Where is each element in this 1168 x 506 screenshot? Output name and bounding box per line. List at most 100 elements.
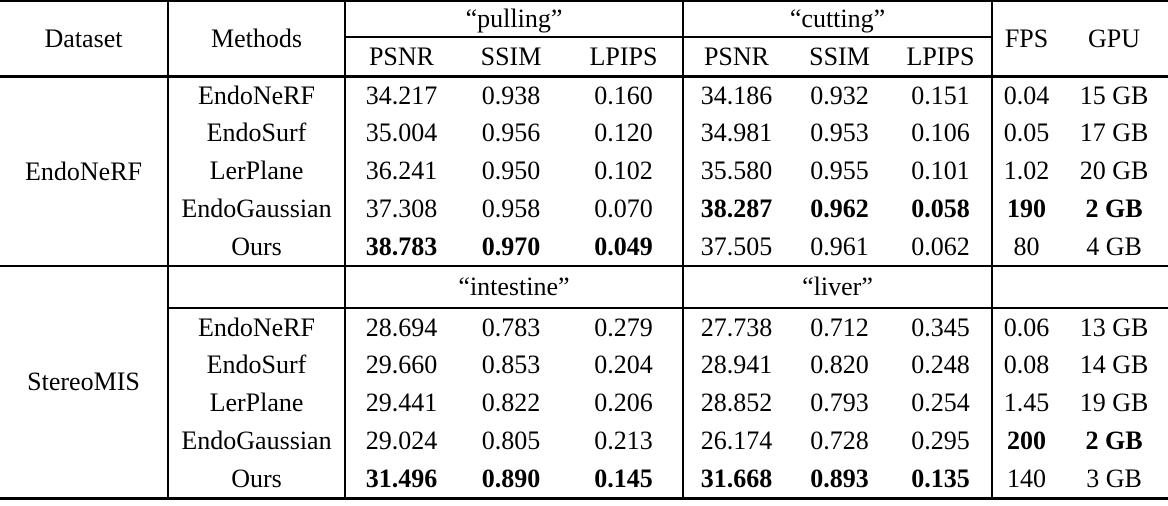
empty-cell [992,266,1061,309]
cell-lpips: 0.058 [890,190,994,228]
cell-ssim: 0.961 [789,228,890,267]
cell-psnr: 37.505 [683,228,789,267]
cell-psnr: 28.694 [365,312,438,342]
cell-psnr: 28.852 [700,388,773,418]
cell-lpips: 0.248 [890,346,994,384]
cell-ssim: 0.783 [481,312,541,342]
table-row: Ours 38.783 0.970 0.049 37.505 0.961 0.0… [0,228,1168,267]
col-header-lpips: LPIPS [890,37,994,78]
col-header-methods: Methods [168,1,346,78]
cell-lpips: 0.160 [565,76,684,114]
table-row: EndoGaussian 29.024 0.805 0.213 26.174 0… [0,422,1168,460]
col-header-ssim: SSIM [789,37,890,78]
cell-lpips: 0.049 [565,228,684,267]
method-name: Ours [168,460,346,498]
cell-ssim: 0.955 [810,156,869,186]
cell-ssim: 0.890 [481,463,541,493]
cell-gpu: 14 GB [1079,350,1149,380]
table-row: LerPlane 29.441 0.822 0.206 28.852 0.793… [0,384,1168,422]
empty-cell [1060,266,1168,309]
cell-ssim: 0.820 [810,350,869,380]
col-header-dataset: Dataset [0,1,169,78]
cell-fps: 0.05 [1003,118,1050,148]
method-name: LerPlane [168,384,346,422]
cell-lpips: 0.279 [565,308,684,346]
table-row: EndoNeRF EndoNeRF 34.217 0.938 0.160 34.… [0,76,1168,267]
col-header-ssim: SSIM [457,37,565,78]
method-name: EndoNeRF [168,308,346,346]
cell-ssim: 0.938 [481,81,541,111]
cell-psnr: 31.496 [365,463,438,493]
table-row: LerPlane 36.241 0.950 0.102 35.580 0.955… [0,152,1168,190]
col-header-fps: FPS [992,1,1061,78]
table-row: EndoSurf 35.004 0.956 0.120 34.981 0.953… [0,114,1168,152]
cell-lpips: 0.106 [890,114,994,152]
cell-ssim: 0.970 [457,228,565,267]
method-name: EndoSurf [168,114,346,152]
method-name: EndoNeRF [168,76,346,114]
cell-ssim: 0.950 [481,156,541,186]
cell-fps: 1.45 [1003,388,1050,418]
cell-psnr: 38.287 [700,194,773,224]
cell-fps: 0.04 [1003,81,1050,111]
cell-fps: 190 [1007,194,1047,224]
cell-gpu: 17 GB [1079,118,1149,148]
cell-ssim: 0.805 [481,426,541,456]
empty-cell [168,266,346,309]
cell-psnr: 38.783 [345,228,457,267]
dataset-label: StereoMIS [0,266,169,498]
cell-psnr: 34.217 [365,81,438,111]
cell-psnr: 28.941 [700,350,773,380]
cell-gpu: 4 GB [1060,228,1168,267]
cell-psnr: 27.738 [700,312,773,342]
cell-psnr: 31.668 [700,463,773,493]
method-name: Ours [168,228,346,267]
scene-header-intestine: “intestine” [345,266,684,309]
method-name: EndoGaussian [168,422,346,460]
cell-gpu: 20 GB [1079,156,1149,186]
header-row-metrics: PSNR SSIM LPIPS PSNR SSIM LPIPS [0,37,1168,78]
cell-ssim: 0.728 [810,426,869,456]
subheader-row-scenes: StereoMIS “intestine” “liver” [0,266,1168,498]
cell-psnr: 36.241 [365,156,438,186]
col-header-psnr: PSNR [345,37,457,78]
cell-gpu: 13 GB [1079,312,1149,342]
table-row: EndoNeRF 28.694 0.783 0.279 27.738 0.712… [0,308,1168,346]
cell-ssim: 0.962 [810,194,869,224]
cell-psnr: 29.024 [365,426,438,456]
table-row: EndoSurf 29.660 0.853 0.204 28.941 0.820… [0,346,1168,384]
cell-psnr: 37.308 [365,194,438,224]
table-row: Ours 31.496 0.890 0.145 31.668 0.893 0.1… [0,460,1168,498]
cell-psnr: 35.580 [700,156,773,186]
col-header-lpips: LPIPS [565,37,684,78]
cell-fps: 0.08 [1003,350,1050,380]
scene-header-pulling: “pulling” [345,1,684,38]
cell-lpips: 0.135 [890,460,994,498]
dataset-label: EndoNeRF [0,76,169,267]
cell-lpips: 0.070 [565,190,684,228]
cell-ssim: 0.853 [481,350,541,380]
scene-header-cutting: “cutting” [683,1,994,38]
cell-psnr: 26.174 [700,426,773,456]
cell-psnr: 34.186 [700,81,773,111]
cell-ssim: 0.712 [810,312,869,342]
cell-lpips: 0.254 [890,384,994,422]
cell-gpu: 19 GB [1079,388,1149,418]
cell-ssim: 0.953 [810,118,869,148]
cell-fps: 1.02 [1003,156,1050,186]
cell-lpips: 0.101 [890,152,994,190]
cell-ssim: 0.932 [810,81,869,111]
cell-fps: 80 [992,228,1061,267]
cell-ssim: 0.893 [810,463,869,493]
cell-gpu: 15 GB [1079,81,1149,111]
cell-ssim: 0.958 [481,194,541,224]
cell-lpips: 0.102 [565,152,684,190]
cell-lpips: 0.204 [565,346,684,384]
cell-lpips: 0.151 [890,76,994,114]
cell-psnr: 34.981 [700,118,773,148]
cell-lpips: 0.345 [890,308,994,346]
cell-fps: 140 [1007,463,1047,493]
cell-gpu: 3 GB [1086,463,1142,493]
cell-fps: 200 [1007,426,1047,456]
